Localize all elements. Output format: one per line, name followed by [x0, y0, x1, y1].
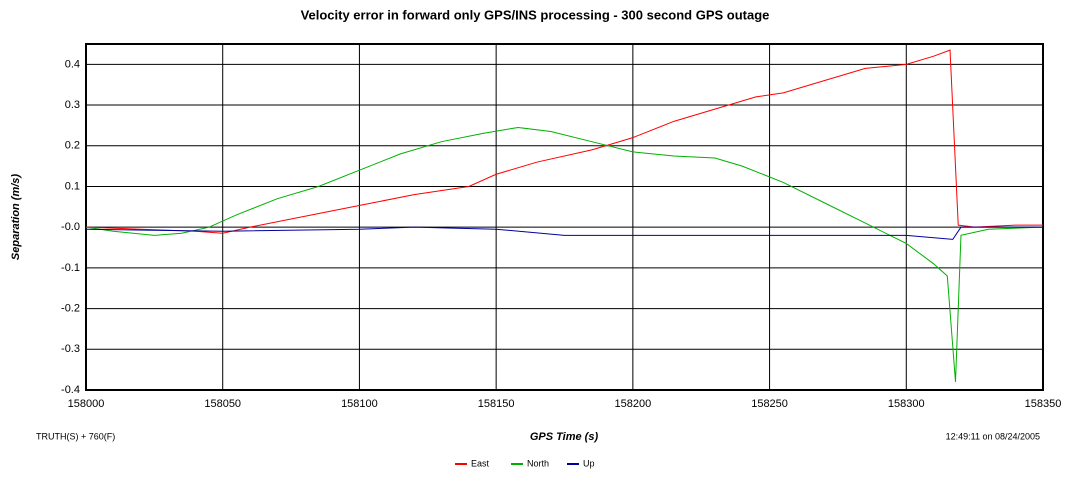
legend-label: Up	[583, 458, 595, 468]
y-tick-label: 0.4	[65, 58, 80, 70]
series-line	[85, 226, 1043, 240]
y-axis-label: Separation (m/s)	[10, 174, 22, 261]
x-tick-label: 158100	[341, 398, 378, 410]
y-tick-label: -0.1	[61, 262, 80, 274]
footer-left: TRUTH(S) + 760(F)	[36, 431, 115, 441]
y-tick-label: 0.3	[65, 99, 80, 111]
x-tick-label: 158350	[1025, 398, 1062, 410]
legend-label: North	[527, 458, 549, 468]
footer-right: 12:49:11 on 08/24/2005	[946, 431, 1040, 441]
x-tick-label: 158000	[68, 398, 105, 410]
x-tick-label: 158200	[614, 398, 651, 410]
y-tick-label: 0.1	[65, 180, 80, 192]
x-axis-label: GPS Time (s)	[530, 431, 599, 443]
x-tick-label: 158250	[751, 398, 788, 410]
y-tick-label: -0.0	[61, 221, 80, 233]
y-tick-label: 0.2	[65, 140, 80, 152]
legend-label: East	[471, 458, 490, 468]
x-tick-label: 158150	[478, 398, 515, 410]
chart-title: Velocity error in forward only GPS/INS p…	[301, 7, 770, 22]
x-tick-label: 158300	[888, 398, 925, 410]
series-line	[85, 49, 1043, 234]
x-tick-label: 158050	[204, 398, 241, 410]
y-tick-label: -0.4	[61, 384, 80, 396]
y-tick-label: -0.2	[61, 302, 80, 314]
series-line	[85, 126, 1044, 382]
plot-frame	[85, 43, 1044, 391]
y-tick-label: -0.3	[61, 343, 80, 355]
